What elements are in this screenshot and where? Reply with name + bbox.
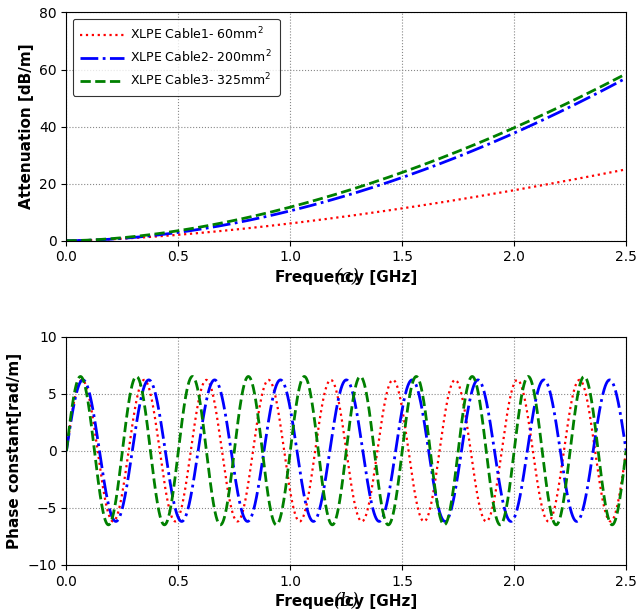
Y-axis label: Attenuation [dB/m]: Attenuation [dB/m] — [19, 44, 33, 209]
Y-axis label: Phase constant[rad/m]: Phase constant[rad/m] — [7, 352, 22, 549]
X-axis label: Frequency [GHz]: Frequency [GHz] — [275, 594, 417, 609]
XLPE Cable1- 60mm$^2$ — [622, 166, 630, 173]
XLPE Cable3- 325mm$^2$ — [480, 137, 488, 144]
XLPE Cable1- 60mm$^2$ — [398, 205, 406, 212]
XLPE Cable1- 60mm$^2$ — [480, 192, 488, 199]
XLPE Cable3- 325mm$^2$ — [276, 206, 284, 213]
XLPE Cable2- 200mm$^2$ — [398, 174, 406, 181]
XLPE Cable2- 200mm$^2$ — [62, 237, 70, 245]
XLPE Cable2- 200mm$^2$ — [276, 209, 284, 217]
XLPE Cable3- 325mm$^2$ — [62, 237, 70, 245]
Line: XLPE Cable1- 60mm$^2$: XLPE Cable1- 60mm$^2$ — [66, 169, 626, 241]
X-axis label: Frequency [GHz]: Frequency [GHz] — [275, 270, 417, 285]
XLPE Cable1- 60mm$^2$ — [164, 232, 172, 239]
XLPE Cable2- 200mm$^2$ — [622, 75, 630, 82]
Line: XLPE Cable3- 325mm$^2$: XLPE Cable3- 325mm$^2$ — [66, 74, 626, 241]
Text: (a): (a) — [334, 268, 359, 286]
XLPE Cable3- 325mm$^2$ — [622, 70, 630, 78]
XLPE Cable2- 200mm$^2$ — [426, 164, 434, 171]
XLPE Cable3- 325mm$^2$ — [523, 118, 531, 126]
XLPE Cable3- 325mm$^2$ — [164, 229, 172, 236]
XLPE Cable1- 60mm$^2$ — [523, 184, 531, 192]
XLPE Cable3- 325mm$^2$ — [398, 169, 406, 176]
Line: XLPE Cable2- 200mm$^2$: XLPE Cable2- 200mm$^2$ — [66, 78, 626, 241]
XLPE Cable1- 60mm$^2$ — [62, 237, 70, 245]
XLPE Cable3- 325mm$^2$ — [426, 158, 434, 166]
XLPE Cable1- 60mm$^2$ — [276, 221, 284, 229]
XLPE Cable2- 200mm$^2$ — [480, 142, 488, 150]
XLPE Cable2- 200mm$^2$ — [523, 124, 531, 131]
Legend: XLPE Cable1- 60mm$^2$, XLPE Cable2- 200mm$^2$, XLPE Cable3- 325mm$^2$: XLPE Cable1- 60mm$^2$, XLPE Cable2- 200m… — [73, 18, 279, 96]
XLPE Cable1- 60mm$^2$ — [426, 200, 434, 208]
Text: (b): (b) — [334, 593, 359, 610]
XLPE Cable2- 200mm$^2$ — [164, 230, 172, 237]
